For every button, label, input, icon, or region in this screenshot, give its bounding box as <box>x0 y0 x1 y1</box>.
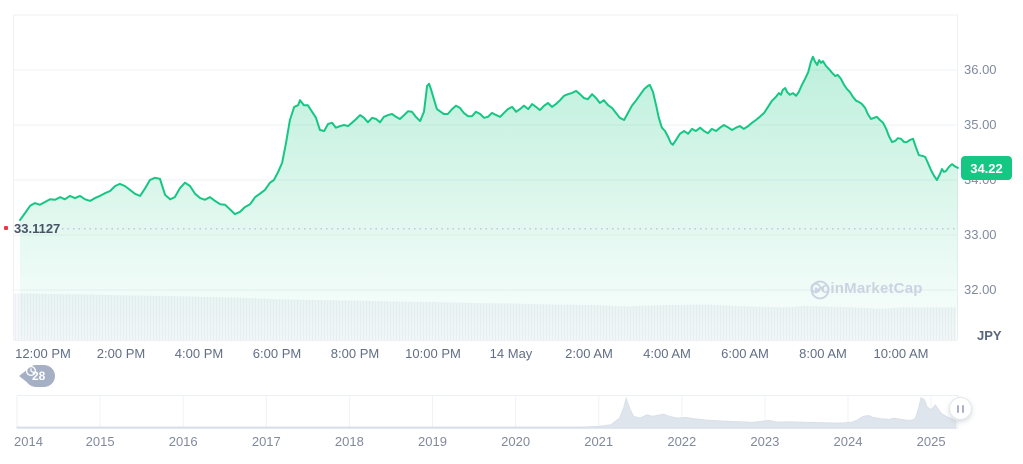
timeline-year-label: 2020 <box>501 434 531 449</box>
timeline-year-label: 2014 <box>14 434 43 449</box>
open-price-marker-icon <box>4 226 8 230</box>
timeline-year-label: 2025 <box>916 434 946 449</box>
x-axis-tick-label: 6:00 PM <box>252 346 302 361</box>
timeline-year-label: 2017 <box>251 434 281 449</box>
y-axis-tick-label: 35.00 <box>964 117 997 132</box>
x-axis-tick-label: 2:00 AM <box>565 346 613 361</box>
x-axis-tick-label: 2:00 PM <box>96 346 146 361</box>
handle-grip-icon <box>962 404 964 413</box>
badge-tail <box>19 369 28 383</box>
x-axis-tick-label: 10:00 PM <box>405 346 461 361</box>
x-axis-tick-label: 4:00 PM <box>174 346 224 361</box>
handle-grip-icon <box>957 404 959 413</box>
x-axis-tick-label: 4:00 AM <box>643 346 691 361</box>
timeline-year-label: 2016 <box>168 434 198 449</box>
timeline-year-label: 2015 <box>85 434 115 449</box>
y-axis-tick-label: 32.00 <box>964 282 997 297</box>
currency-unit-label: JPY <box>977 328 1002 343</box>
timeline-year-label: 2023 <box>750 434 780 449</box>
x-axis-tick-label: 6:00 AM <box>721 346 769 361</box>
coinmarketcap-watermark: CoinMarketCap <box>810 280 923 300</box>
current-price-value: 34.22 <box>970 160 1003 176</box>
timeline-year-label: 2021 <box>584 434 614 449</box>
coinmarketcap-logo-icon <box>810 280 830 300</box>
timeline-year-label: 2019 <box>418 434 447 449</box>
price-line-series <box>19 55 959 341</box>
timeline-year-label: 2018 <box>334 434 364 449</box>
watermark-text: CoinMarketCap <box>810 280 923 297</box>
y-axis-tick-label: 33.00 <box>964 227 997 242</box>
timeline-minichart[interactable] <box>16 395 959 429</box>
timeline-year-label: 2024 <box>833 434 863 449</box>
x-axis-tick-label: 10:00 AM <box>873 346 929 361</box>
x-axis-tick-label: 8:00 AM <box>799 346 847 361</box>
open-price-label: 33.1127 <box>14 221 61 236</box>
x-axis-tick-label: 12:00 PM <box>15 346 71 361</box>
x-axis-tick-label: 14 May <box>489 346 533 361</box>
clock-icon <box>25 365 37 377</box>
update-countdown-badge: 28 <box>19 365 56 387</box>
timeline-drag-handle[interactable] <box>949 397 972 420</box>
y-axis-tick-label: 36.00 <box>964 62 997 77</box>
current-price-badge: 34.22 <box>961 156 1012 180</box>
x-axis-tick-label: 8:00 PM <box>330 346 380 361</box>
timeline-year-label: 2022 <box>667 434 697 449</box>
